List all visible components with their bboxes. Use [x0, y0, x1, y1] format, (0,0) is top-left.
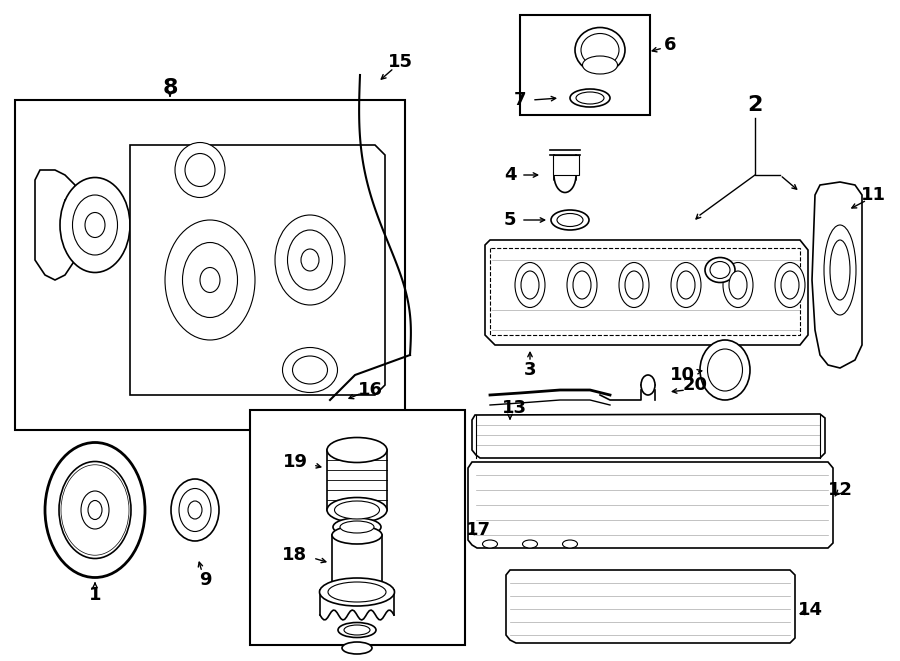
Ellipse shape	[81, 491, 109, 529]
Ellipse shape	[179, 488, 211, 531]
Bar	[553, 155, 579, 175]
Text: 4: 4	[504, 166, 517, 184]
Ellipse shape	[830, 240, 850, 300]
Text: 3: 3	[524, 361, 536, 379]
Text: 12: 12	[827, 481, 852, 499]
Ellipse shape	[625, 271, 643, 299]
Ellipse shape	[328, 582, 386, 602]
Ellipse shape	[275, 215, 345, 305]
Text: 20: 20	[682, 376, 707, 394]
Ellipse shape	[710, 262, 730, 278]
Ellipse shape	[85, 212, 105, 237]
Text: 9: 9	[199, 571, 212, 589]
Bar	[250, 410, 465, 645]
Ellipse shape	[45, 442, 145, 578]
Ellipse shape	[729, 271, 747, 299]
Ellipse shape	[523, 540, 537, 548]
Ellipse shape	[175, 143, 225, 198]
Text: 11: 11	[860, 186, 886, 204]
Text: 8: 8	[162, 78, 178, 98]
Text: 10: 10	[670, 366, 695, 384]
Ellipse shape	[557, 214, 583, 227]
Text: 14: 14	[797, 601, 823, 619]
Ellipse shape	[61, 465, 129, 555]
Text: 7: 7	[514, 91, 526, 109]
Ellipse shape	[482, 540, 498, 548]
Text: 1: 1	[89, 586, 101, 604]
Polygon shape	[812, 182, 862, 368]
Ellipse shape	[70, 477, 120, 543]
Ellipse shape	[677, 271, 695, 299]
Ellipse shape	[723, 262, 753, 307]
Ellipse shape	[88, 500, 102, 520]
Text: 5: 5	[504, 211, 517, 229]
Text: 2: 2	[747, 95, 762, 115]
Text: 6: 6	[664, 36, 676, 54]
Polygon shape	[506, 570, 795, 643]
Bar	[15, 100, 405, 430]
Ellipse shape	[575, 28, 625, 73]
Ellipse shape	[165, 220, 255, 340]
Ellipse shape	[335, 501, 380, 519]
Polygon shape	[130, 145, 385, 395]
Ellipse shape	[521, 271, 539, 299]
Ellipse shape	[515, 262, 545, 307]
Text: 19: 19	[283, 453, 308, 471]
Polygon shape	[468, 462, 833, 548]
Ellipse shape	[570, 89, 610, 107]
Ellipse shape	[700, 340, 750, 400]
Ellipse shape	[641, 375, 655, 395]
Ellipse shape	[68, 473, 122, 547]
Ellipse shape	[301, 249, 319, 271]
Text: 17: 17	[465, 521, 491, 539]
Ellipse shape	[344, 625, 370, 635]
Text: 13: 13	[501, 399, 526, 417]
Ellipse shape	[287, 230, 332, 290]
Ellipse shape	[581, 34, 619, 67]
Text: 15: 15	[388, 53, 412, 71]
Ellipse shape	[73, 195, 118, 255]
Ellipse shape	[342, 642, 372, 654]
Ellipse shape	[340, 521, 374, 533]
Ellipse shape	[183, 243, 238, 317]
Ellipse shape	[283, 348, 338, 393]
Text: 16: 16	[357, 381, 382, 399]
Ellipse shape	[551, 210, 589, 230]
Polygon shape	[485, 240, 808, 345]
Ellipse shape	[327, 438, 387, 463]
Ellipse shape	[554, 157, 576, 192]
Ellipse shape	[338, 623, 376, 637]
Ellipse shape	[562, 540, 578, 548]
Ellipse shape	[60, 178, 130, 272]
Ellipse shape	[775, 262, 805, 307]
Ellipse shape	[188, 501, 202, 519]
Ellipse shape	[75, 483, 115, 537]
Ellipse shape	[292, 356, 328, 384]
Ellipse shape	[333, 518, 381, 536]
Ellipse shape	[781, 271, 799, 299]
Ellipse shape	[576, 92, 604, 104]
Ellipse shape	[332, 526, 382, 544]
Ellipse shape	[582, 56, 617, 74]
Ellipse shape	[59, 461, 131, 559]
Ellipse shape	[200, 268, 220, 293]
Ellipse shape	[327, 498, 387, 522]
Bar	[520, 15, 650, 115]
Ellipse shape	[171, 479, 219, 541]
Ellipse shape	[707, 349, 742, 391]
Text: 18: 18	[283, 546, 308, 564]
Ellipse shape	[619, 262, 649, 307]
Ellipse shape	[185, 153, 215, 186]
Ellipse shape	[573, 271, 591, 299]
Ellipse shape	[671, 262, 701, 307]
Ellipse shape	[705, 258, 735, 282]
Ellipse shape	[320, 578, 394, 606]
Polygon shape	[35, 170, 75, 280]
Polygon shape	[472, 414, 825, 458]
Ellipse shape	[824, 225, 856, 315]
Ellipse shape	[567, 262, 597, 307]
